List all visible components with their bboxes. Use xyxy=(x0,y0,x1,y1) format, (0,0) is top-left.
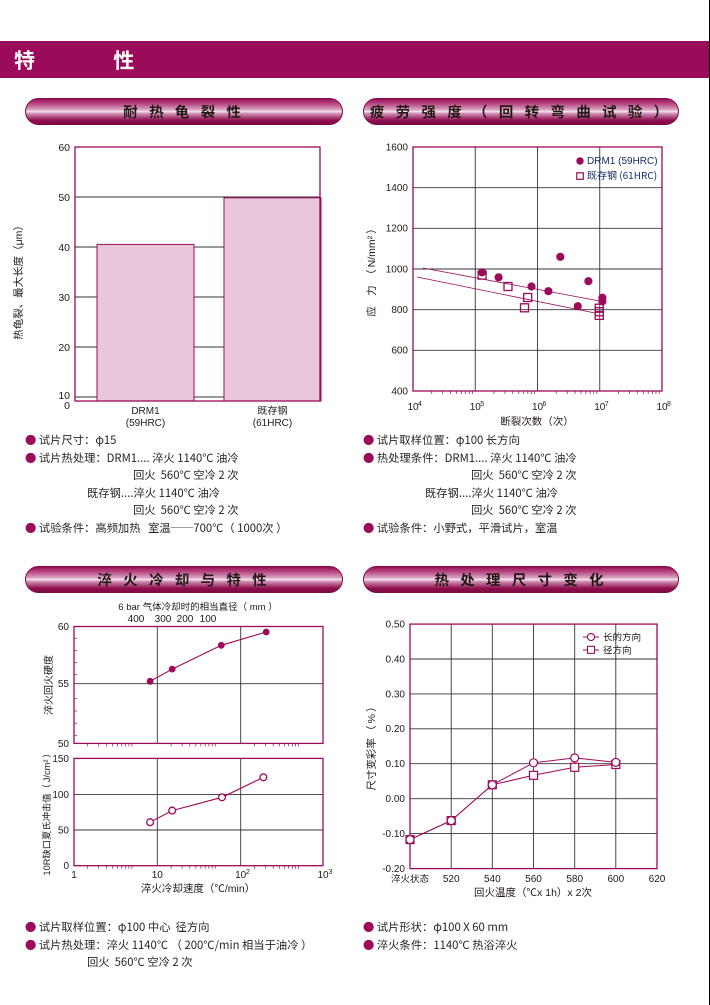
svg-text:1000: 1000 xyxy=(386,265,409,276)
svg-text:淬火回火硬度: 淬火回火硬度 xyxy=(43,655,55,715)
svg-text:400: 400 xyxy=(128,614,145,625)
svg-text:300: 300 xyxy=(155,614,172,625)
svg-text:520: 520 xyxy=(443,874,460,885)
svg-text:-0.10: -0.10 xyxy=(382,829,405,840)
svg-text:400: 400 xyxy=(391,387,408,398)
svg-text:800: 800 xyxy=(391,305,408,316)
svg-text:10: 10 xyxy=(317,870,329,881)
svg-text:DRM1 (59HRC): DRM1 (59HRC) xyxy=(587,156,658,167)
svg-text:0: 0 xyxy=(64,400,70,412)
svg-text:0.30: 0.30 xyxy=(386,689,406,700)
svg-text:3: 3 xyxy=(329,869,333,876)
svg-text:200: 200 xyxy=(177,614,194,625)
svg-text:热龟裂、最大长度（μm）: 热龟裂、最大长度（μm） xyxy=(12,220,25,340)
svg-text:1: 1 xyxy=(71,870,77,881)
svg-text:既存钢: 既存钢 xyxy=(258,402,288,417)
svg-text:0.10: 0.10 xyxy=(386,759,406,770)
svg-text:10R缺口夏氏冲击值（ J/cm² ）: 10R缺口夏氏冲击值（ J/cm² ） xyxy=(41,748,52,875)
svg-text:长的方向: 长的方向 xyxy=(603,630,641,644)
svg-text:600: 600 xyxy=(391,346,408,357)
svg-text:620: 620 xyxy=(649,874,666,885)
svg-text:100: 100 xyxy=(200,614,217,625)
svg-text:0: 0 xyxy=(63,861,69,872)
svg-text:50: 50 xyxy=(58,739,70,750)
svg-text:4: 4 xyxy=(418,401,422,408)
svg-text:1400: 1400 xyxy=(386,183,409,194)
svg-text:60: 60 xyxy=(58,142,70,154)
svg-text:尺寸变彩率 （ % ）: 尺寸变彩率 （ % ） xyxy=(366,701,378,790)
svg-text:560: 560 xyxy=(525,874,542,885)
svg-text:0.20: 0.20 xyxy=(386,724,406,735)
svg-text:540: 540 xyxy=(484,874,501,885)
svg-text:30: 30 xyxy=(58,292,70,304)
svg-text:55: 55 xyxy=(58,679,70,690)
svg-text:8: 8 xyxy=(667,401,671,408)
svg-text:50: 50 xyxy=(58,826,70,837)
svg-text:5: 5 xyxy=(480,401,484,408)
svg-text:既存钢 (61HRC): 既存钢 (61HRC) xyxy=(587,167,657,182)
svg-text:径方向: 径方向 xyxy=(603,643,632,657)
svg-text:6 bar 气体冷却时的相当直径（ mm ）: 6 bar 气体冷却时的相当直径（ mm ） xyxy=(118,601,277,613)
svg-text:DRM1: DRM1 xyxy=(131,406,160,417)
svg-text:40: 40 xyxy=(58,242,70,254)
svg-text:(59HRC): (59HRC) xyxy=(126,418,165,429)
svg-text:淬火状态: 淬火状态 xyxy=(391,873,430,885)
svg-text:1600: 1600 xyxy=(386,143,409,154)
svg-text:10: 10 xyxy=(235,870,247,881)
svg-text:20: 20 xyxy=(58,342,70,354)
svg-text:1200: 1200 xyxy=(386,224,409,235)
svg-text:6: 6 xyxy=(543,401,547,408)
svg-text:(61HRC): (61HRC) xyxy=(253,418,292,429)
svg-text:2: 2 xyxy=(246,869,250,876)
svg-text:断裂次数（次）: 断裂次数（次） xyxy=(500,416,574,428)
svg-text:0.40: 0.40 xyxy=(386,654,406,665)
svg-text:60: 60 xyxy=(58,622,70,633)
svg-text:10: 10 xyxy=(152,870,164,881)
svg-text:150: 150 xyxy=(52,754,69,765)
svg-text:7: 7 xyxy=(605,401,609,408)
svg-text:淬火冷却速度（℃/min）: 淬火冷却速度（℃/min） xyxy=(141,882,255,895)
svg-text:0.00: 0.00 xyxy=(386,794,406,805)
svg-text:应 力 （ N/mm² ）: 应 力 （ N/mm² ） xyxy=(365,223,378,316)
svg-text:0.50: 0.50 xyxy=(386,620,406,631)
svg-text:50: 50 xyxy=(58,192,70,204)
svg-text:600: 600 xyxy=(607,874,624,885)
svg-text:100: 100 xyxy=(52,790,69,801)
svg-text:回火温度（℃x 1h）x 2次: 回火温度（℃x 1h）x 2次 xyxy=(474,887,592,899)
svg-text:580: 580 xyxy=(566,874,583,885)
